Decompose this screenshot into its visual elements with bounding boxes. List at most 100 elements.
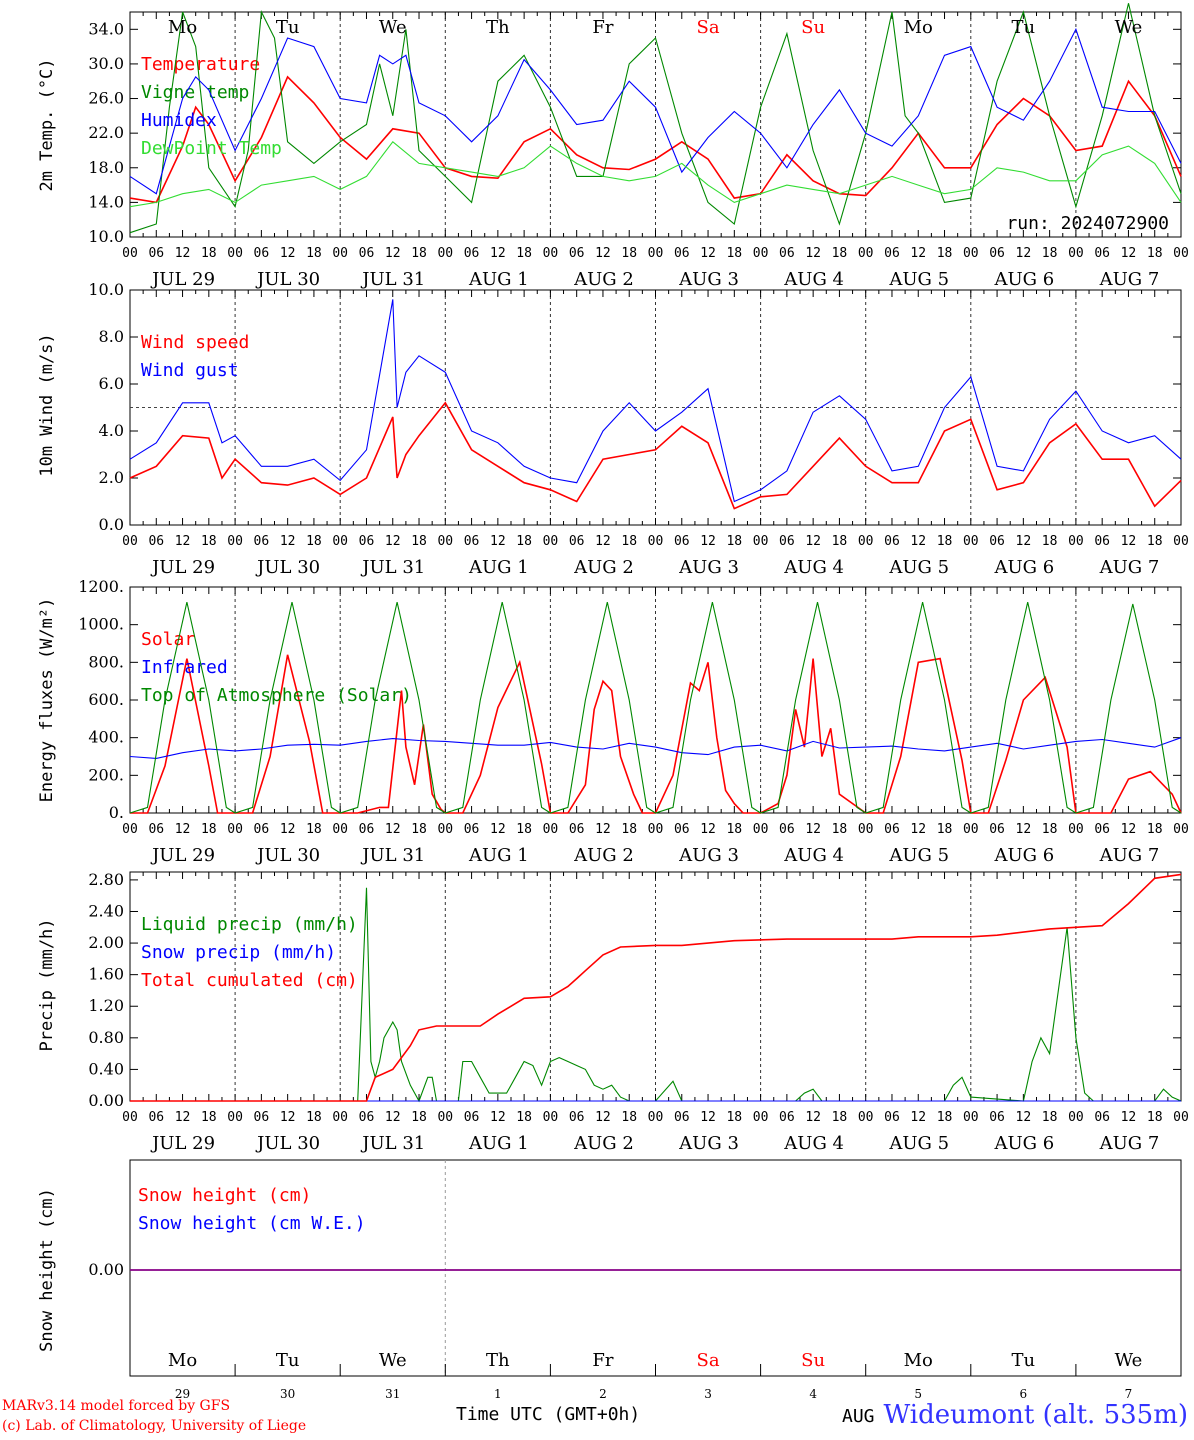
hour-tick-label: 00 [648,246,664,261]
hour-tick-label: 00 [858,534,874,549]
hour-tick-label: 12 [1121,534,1137,549]
day-name-bottom: We [1115,1350,1143,1371]
day-number: 4 [809,1387,817,1401]
legend-entry: Wind speed [141,332,249,353]
day-name-bottom: Fr [592,1350,613,1371]
hour-tick-label: 00 [753,822,769,837]
hour-tick-label: 18 [516,534,532,549]
hour-tick-label: 12 [490,534,506,549]
hour-tick-label: 12 [910,534,926,549]
y-tick-label: 0.00 [88,1260,124,1279]
day-name-top: Mo [904,17,933,38]
hour-tick-label: 06 [569,822,585,837]
y-tick-label: 34.0 [88,19,124,38]
date-label: AUG 6 [993,845,1054,866]
day-name-top: Fr [592,17,613,38]
hour-tick-label: 18 [621,822,637,837]
hour-tick-label: 06 [569,1110,585,1125]
hour-tick-label: 06 [1094,246,1110,261]
legend-entry: DewPoint Temp [141,138,282,159]
hour-tick-label: 06 [779,246,795,261]
hour-tick-label: 18 [832,1110,848,1125]
hour-tick-label: 00 [227,822,243,837]
y-tick-label: 26.0 [88,89,124,108]
hour-tick-label: 12 [1121,246,1137,261]
hour-tick-label: 06 [254,1110,270,1125]
hour-tick-label: 12 [175,534,191,549]
day-number: 2 [599,1387,607,1401]
hour-tick-label: 18 [516,822,532,837]
hour-tick-label: 18 [621,246,637,261]
y-tick-label: 14.0 [88,192,124,211]
hour-tick-label: 06 [1094,822,1110,837]
panel-frame-0 [129,11,1182,238]
y-tick-label: 1000. [78,615,124,634]
hour-tick-label: 00 [858,1110,874,1125]
hour-tick-label: 00 [1068,822,1084,837]
hour-tick-label: 06 [1094,534,1110,549]
y-tick-label: 1.20 [88,996,124,1015]
y-tick-label: 2.0 [99,468,124,487]
hour-tick-label: 00 [227,1110,243,1125]
hour-tick-label: 18 [411,246,427,261]
hour-tick-label: 00 [1173,534,1189,549]
date-label: AUG 4 [783,1133,844,1154]
day-number: 29 [175,1387,190,1401]
hour-tick-label: 18 [516,246,532,261]
hour-tick-label: 00 [437,822,453,837]
series-line-dewpoint-temp [129,141,1182,208]
day-name-bottom: Mo [168,1350,197,1371]
date-label: AUG 4 [783,557,844,578]
hour-tick-label: 00 [437,1110,453,1125]
date-label: AUG 7 [1099,269,1160,290]
hour-tick-label: 12 [280,534,296,549]
date-label: AUG 3 [678,269,739,290]
date-label: AUG 6 [993,269,1054,290]
day-name-bottom: Th [486,1350,510,1371]
hour-tick-label: 06 [674,822,690,837]
hour-tick-label: 18 [1147,534,1163,549]
hour-tick-label: 12 [595,822,611,837]
hour-tick-label: 06 [989,822,1005,837]
hour-tick-label: 06 [884,822,900,837]
date-label: AUG 3 [678,1133,739,1154]
date-label: AUG 2 [573,269,634,290]
series-line-vigne-temp [129,3,1182,234]
hour-tick-label: 18 [201,1110,217,1125]
y-tick-label: 30.0 [88,54,124,73]
hour-tick-label: 18 [306,1110,322,1125]
day-name-top: Su [801,17,825,38]
hour-tick-label: 18 [832,534,848,549]
hour-tick-label: 18 [937,246,953,261]
series-line-humidex [129,27,1182,195]
y-tick-label: 0. [109,803,124,822]
hour-tick-label: 18 [411,822,427,837]
y-tick-label: 6.0 [99,374,124,393]
hour-tick-label: 18 [306,822,322,837]
y-tick-label: 400. [88,728,124,747]
hour-tick-label: 00 [543,1110,559,1125]
legend-entry: Total cumulated (cm) [141,970,358,991]
legend-entry: Humidex [141,110,217,131]
hour-tick-label: 12 [175,1110,191,1125]
day-name-top: Sa [697,17,720,38]
legend-entry: Top of Atmosphere (Solar) [141,685,412,706]
hour-tick-label: 00 [753,246,769,261]
hour-tick-label: 12 [385,822,401,837]
day-number: 3 [704,1387,712,1401]
y-tick-label: 0.80 [88,1028,124,1047]
hour-tick-label: 18 [306,246,322,261]
hour-tick-label: 06 [359,246,375,261]
legend-entry: Temperature [141,54,260,75]
y-axis-label: Precip (mm/h) [37,918,57,1051]
hour-tick-label: 12 [280,822,296,837]
y-tick-label: 200. [88,765,124,784]
hour-tick-label: 06 [464,1110,480,1125]
hour-tick-label: 06 [148,246,164,261]
day-name-top: We [1115,17,1143,38]
hour-tick-label: 18 [516,1110,532,1125]
day-name-top: Tu [1012,17,1036,38]
hour-tick-label: 18 [201,822,217,837]
hour-tick-label: 18 [937,822,953,837]
y-axis-label: Snow height (cm) [37,1188,57,1352]
